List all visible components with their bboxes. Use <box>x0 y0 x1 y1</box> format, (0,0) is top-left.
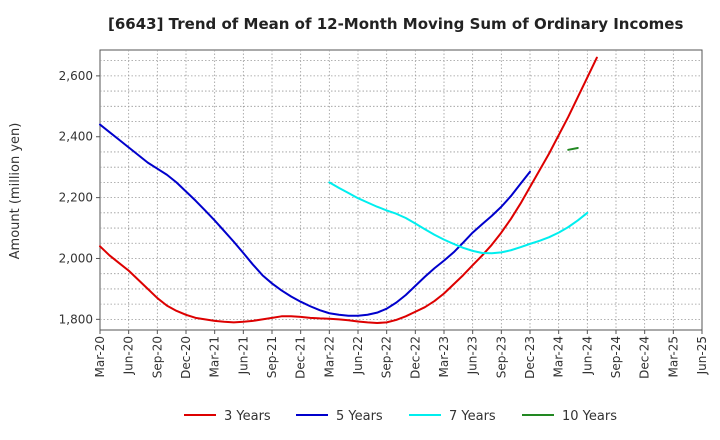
x-tick-label: Sep-20 <box>150 336 164 378</box>
x-tick-label: Mar-25 <box>666 336 680 377</box>
chart-title: [6643] Trend of Mean of 12-Month Moving … <box>108 15 683 33</box>
series-line-3-years <box>99 56 598 324</box>
x-tick-label: Sep-22 <box>380 336 394 378</box>
gridlines <box>100 50 702 330</box>
x-tick-label: Mar-22 <box>322 336 336 377</box>
y-tick-label: 2,600 <box>59 69 93 83</box>
legend-label: 7 Years <box>449 409 496 424</box>
legend: 3 Years 5 Years 7 Years 10 Years <box>184 409 617 424</box>
x-tick-label: Dec-20 <box>179 336 193 379</box>
x-tick-label: Mar-20 <box>93 336 107 377</box>
series-line-5-years <box>99 123 531 317</box>
series-line-10-years <box>567 147 579 151</box>
x-tick-label: Sep-24 <box>609 336 623 378</box>
x-tick-label: Jun-24 <box>580 336 594 375</box>
y-tick-label: 1,800 <box>59 312 93 326</box>
x-tick-label: Sep-21 <box>265 336 279 378</box>
legend-label: 3 Years <box>224 409 271 424</box>
x-axis-ticks: Mar-20 Jun-20 Sep-20 Dec-20 Mar-21 Jun-21 Sep-… <box>93 330 709 379</box>
x-tick-label: Jun-23 <box>466 336 480 375</box>
x-tick-label: Jun-20 <box>122 336 136 375</box>
y-axis-label: Amount (million yen) <box>8 123 23 260</box>
legend-label: 10 Years <box>562 409 617 424</box>
y-axis-ticks: 1,800 2,000 2,200 2,400 2,600 <box>59 69 100 326</box>
x-tick-label: Jun-25 <box>695 336 709 375</box>
x-tick-label: Dec-22 <box>408 336 422 379</box>
x-tick-label: Dec-24 <box>638 336 652 379</box>
x-tick-label: Jun-22 <box>351 336 365 375</box>
x-tick-label: Sep-23 <box>494 336 508 378</box>
x-tick-label: Dec-21 <box>294 336 308 379</box>
series-lines <box>99 56 598 324</box>
series-line-7-years <box>328 181 589 255</box>
x-tick-label: Dec-23 <box>523 336 537 379</box>
y-tick-label: 2,200 <box>59 191 93 205</box>
legend-label: 5 Years <box>336 409 383 424</box>
y-tick-label: 2,400 <box>59 130 93 144</box>
x-tick-label: Mar-21 <box>208 336 222 377</box>
x-tick-label: Mar-24 <box>552 336 566 377</box>
plot-area <box>99 49 703 331</box>
x-tick-label: Jun-21 <box>236 336 250 375</box>
y-tick-label: 2,000 <box>59 251 93 265</box>
x-tick-label: Mar-23 <box>437 336 451 377</box>
